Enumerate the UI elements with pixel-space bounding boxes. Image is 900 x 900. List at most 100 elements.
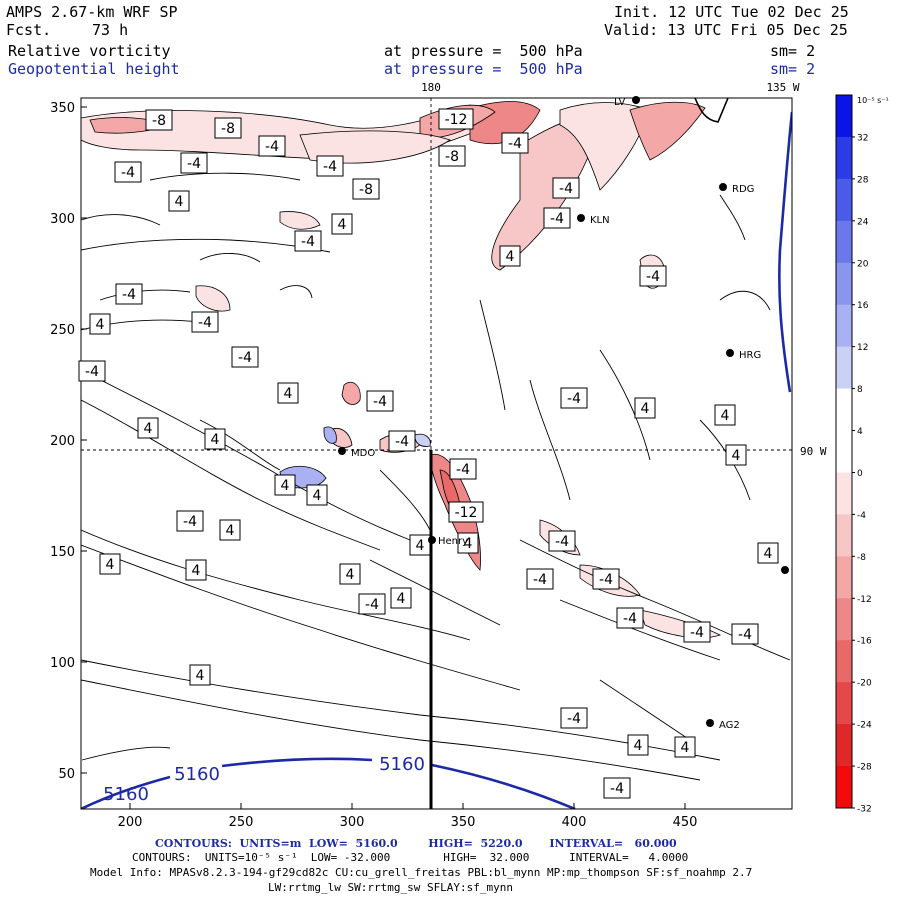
vorticity-label-text: 4 (634, 738, 643, 754)
vorticity-label-text: 4 (96, 317, 105, 333)
vorticity-label-text: 4 (338, 217, 347, 233)
y-tick-label: 200 (50, 434, 75, 449)
vorticity-label-text: -12 (445, 112, 468, 128)
colorbar-swatch (836, 724, 852, 767)
field2-label: Geopotential height (8, 60, 180, 78)
colorbar-swatch (836, 682, 852, 725)
station-marker (781, 566, 789, 574)
vorticity-label: -4 (683, 621, 711, 643)
station-rdg-marker (719, 183, 727, 191)
colorbar-label: 12 (857, 343, 868, 353)
vorticity-label: -8 (438, 145, 466, 167)
vorticity-label: -4 (231, 346, 259, 368)
vorticity-label: 4 (674, 736, 696, 758)
vorticity-label-text: -4 (567, 391, 581, 407)
colorbar-swatch (836, 136, 852, 180)
sm2-label: sm= 2 (770, 60, 816, 78)
colorbar-label: -28 (857, 763, 872, 773)
y-tick-label: 250 (50, 323, 75, 338)
right-lon-label: 90 W (800, 445, 827, 458)
vorticity-label: 4 (274, 474, 296, 496)
vorticity-label-text: 4 (175, 194, 184, 210)
vorticity-label-text: -4 (121, 165, 135, 181)
station-lv-marker (632, 96, 640, 104)
vorticity-label: -4 (180, 152, 208, 174)
colorbar-unit: 10⁻⁵ s⁻¹ (857, 96, 889, 105)
vorticity-label: -4 (366, 390, 394, 412)
vorticity-label: -4 (560, 387, 588, 409)
vorticity-label-text: 4 (464, 536, 473, 552)
colorbar-swatch (836, 178, 852, 222)
vorticity-label: -4 (258, 135, 286, 157)
y-tick-label: 300 (50, 212, 75, 227)
vorticity-label: -4 (592, 568, 620, 590)
vorticity-label: -12 (438, 108, 474, 130)
vorticity-label-text: -4 (555, 534, 569, 550)
vorticity-label-text: -4 (508, 136, 522, 152)
vorticity-label: 4 (189, 664, 211, 686)
vorticity-label-text: 4 (397, 591, 406, 607)
vorticity-label-text: 4 (721, 408, 730, 424)
colorbar-label: 0 (857, 469, 863, 479)
vorticity-label-text: -4 (198, 315, 212, 331)
vorticity-label: 4 (714, 404, 736, 426)
y-tick-label: 350 (50, 101, 75, 116)
vorticity-label-text: -4 (646, 269, 660, 285)
colorbar-swatch (836, 95, 852, 138)
colorbar-label: -8 (857, 553, 866, 563)
vorticity-label-text: 4 (641, 401, 650, 417)
vorticity-label-text: -4 (323, 159, 337, 175)
vorticity-label: 4 (409, 534, 431, 556)
vorticity-label: -4 (115, 283, 143, 305)
vorticity-label-text: -4 (395, 434, 409, 450)
colorbar-swatch (836, 556, 852, 599)
vorticity-label: -8 (352, 178, 380, 200)
plot-frame (80, 97, 793, 810)
colorbar-label: -4 (857, 511, 866, 521)
colorbar-swatch (836, 262, 852, 306)
vorticity-label-text: -4 (559, 181, 573, 197)
vorticity-contours (81, 172, 791, 781)
vorticity-label: -4 (78, 360, 106, 382)
vorticity-label-text: -8 (152, 113, 166, 129)
vorticity-label-text: -4 (187, 156, 201, 172)
fcst-label: Fcst. (6, 21, 52, 39)
vorticity-label-text: 4 (764, 546, 773, 562)
x-tick-label: 250 (229, 815, 254, 830)
colorbar-label: -16 (857, 637, 872, 647)
colorbar-swatch (836, 304, 852, 348)
vorticity-label: 4 (185, 559, 207, 581)
vorticity-label-text: 4 (211, 432, 220, 448)
station-hrg-label: HRG (739, 350, 761, 361)
field1-label: Relative vorticity (8, 42, 171, 60)
height-contours (81, 757, 576, 809)
vorticity-label: 4 (725, 444, 747, 466)
vorticity-label-text: -4 (599, 572, 613, 588)
colorbar-swatch (836, 220, 852, 264)
vorticity-label: -4 (294, 230, 322, 252)
station-hen-label: Henry (438, 536, 468, 547)
vorticity-label-text: -4 (690, 625, 704, 641)
pressure1-label: at pressure = 500 hPa (384, 42, 583, 60)
vorticity-label: 4 (306, 484, 328, 506)
station-rdg-label: RDG (732, 184, 754, 195)
vorticity-label: -4 (616, 607, 644, 629)
vorticity-label-text: 4 (281, 478, 290, 494)
vorticity-label: -4 (552, 177, 580, 199)
colorbar-swatch (836, 472, 852, 515)
station-ag2-label: AG2 (719, 720, 740, 731)
vorticity-label: 4 (89, 313, 111, 335)
vorticity-label-text: -4 (623, 611, 637, 627)
vorticity-label: 4 (627, 734, 649, 756)
vorticity-label: 4 (277, 382, 299, 404)
vorticity-label: -4 (316, 155, 344, 177)
vorticity-label-text: 4 (732, 448, 741, 464)
vorticity-shading (81, 101, 722, 639)
vorticity-label: 4 (339, 563, 361, 585)
height-label: 5160 (379, 754, 425, 775)
colorbar-label: 20 (857, 259, 869, 269)
pressure2-label: at pressure = 500 hPa (384, 60, 583, 78)
vorticity-label: -12 (448, 501, 484, 523)
vorticity-label: 4 (219, 519, 241, 541)
